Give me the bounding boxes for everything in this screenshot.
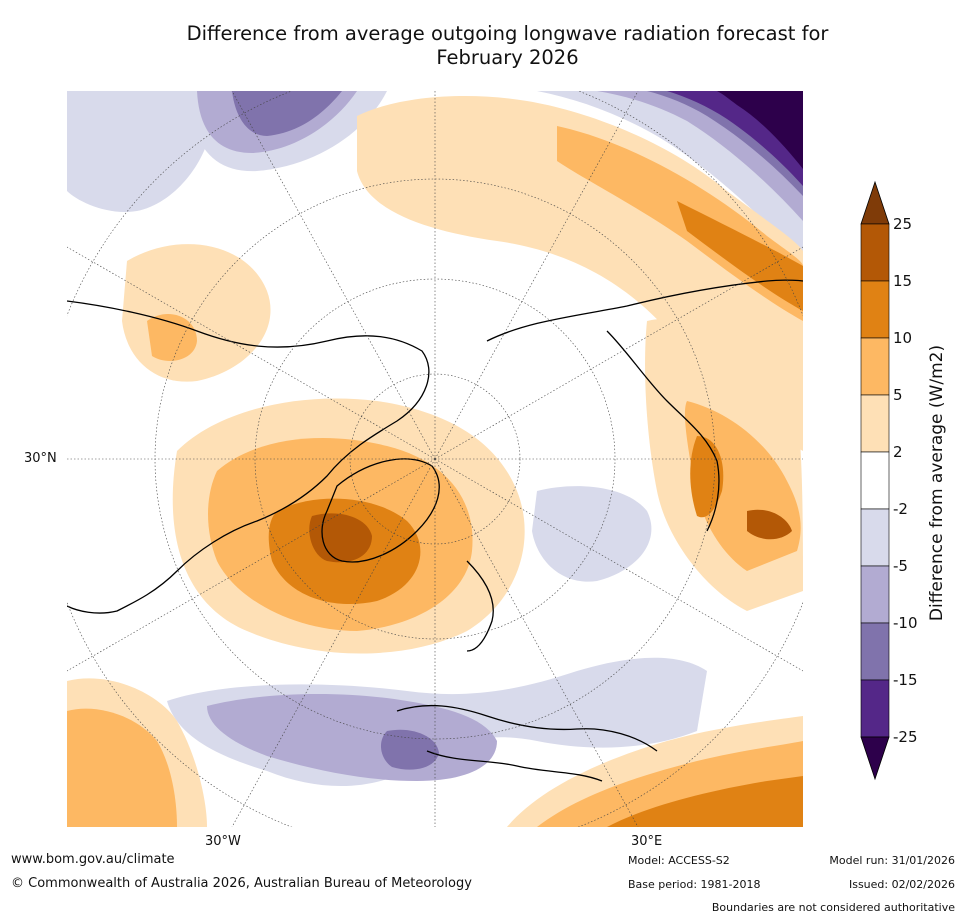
footer-base-period: Base period: 1981-2018 xyxy=(628,878,761,891)
colorbar-tick-label: -10 xyxy=(893,614,918,632)
tick-label-lon-west: 30°W xyxy=(205,834,241,849)
anomaly-region-top-left-purple xyxy=(67,91,213,212)
colorbar-title: Difference from average (W/m2) xyxy=(927,344,947,622)
meridian-150w xyxy=(231,91,436,460)
anomaly-region-top-purple-dark xyxy=(232,91,342,136)
anomaly-region-west-orange-small xyxy=(147,313,197,361)
anomaly-region-greenland-darkest xyxy=(309,513,372,563)
footer-model-run: Model run: 31/01/2026 xyxy=(829,854,955,867)
title-line-2: February 2026 xyxy=(436,46,579,69)
title-line-1: Difference from average outgoing longwav… xyxy=(186,22,829,45)
colorbar-extend-min xyxy=(860,736,890,781)
lat-circle-60n xyxy=(254,278,616,640)
anomaly-region-north-pacific-dark xyxy=(677,201,803,311)
coastline-eurasia-arctic xyxy=(486,279,803,342)
anomaly-region-east-asia-darkest xyxy=(747,509,792,540)
colorbar-bin xyxy=(860,451,890,510)
footer-issued: Issued: 02/02/2026 xyxy=(848,878,955,891)
meridian-150e xyxy=(434,91,639,460)
tick-label-lon-east: 30°E xyxy=(631,834,663,849)
footer-copyright: © Commonwealth of Australia 2026, Austra… xyxy=(11,876,472,891)
anomaly-region-siberia-light-purple xyxy=(532,486,652,582)
meridian-60e xyxy=(434,458,803,672)
colorbar-tick-label: 15 xyxy=(893,272,913,290)
footer-disclaimer: Boundaries are not considered authoritat… xyxy=(711,901,955,914)
coastline-europe xyxy=(396,704,658,752)
colorbar-bin xyxy=(860,508,890,567)
colorbar-bin xyxy=(860,394,890,453)
colorbar-bin xyxy=(860,622,890,681)
colorbar-tick-label: -5 xyxy=(893,557,908,575)
meridian-120e xyxy=(434,246,803,460)
colorbar-tick-label: -15 xyxy=(893,671,918,689)
anomaly-region-top-right-darkest xyxy=(717,91,803,169)
anomaly-region-se-dark xyxy=(607,776,803,827)
colorbar-bin xyxy=(860,223,890,282)
colorbar-tick-label: -25 xyxy=(893,728,918,746)
colorbar-bin xyxy=(860,337,890,396)
meridian-30e xyxy=(434,458,639,827)
chart-title: Difference from average outgoing longwav… xyxy=(60,22,955,70)
colorbar-tick-label: 25 xyxy=(893,215,913,233)
coastline-scandinavia xyxy=(466,560,494,652)
meridian-120w xyxy=(67,246,436,460)
colorbar-tick-label: 2 xyxy=(893,443,903,461)
footer-model: Model: ACCESS-S2 xyxy=(628,854,730,867)
meridian-30w xyxy=(231,458,436,827)
colorbar-tick-label: 10 xyxy=(893,329,913,347)
coastline-asia-east xyxy=(606,330,720,532)
colorbar xyxy=(860,180,890,781)
colorbar-tick-label: 5 xyxy=(893,386,903,404)
anomaly-region-north-pacific-orange xyxy=(557,126,803,321)
anomaly-region-europe-dark-purple xyxy=(380,729,439,770)
olr-anomaly-map xyxy=(67,91,803,827)
footer-website: www.bom.gov.au/climate xyxy=(11,852,175,867)
colorbar-bin xyxy=(860,280,890,339)
anomaly-region-sw-orange xyxy=(67,708,177,827)
colorbar-bin xyxy=(860,679,890,738)
graticule xyxy=(67,91,803,827)
colorbar-bin xyxy=(860,565,890,624)
tick-label-lat: 30°N xyxy=(24,451,57,466)
coastline-mediterranean xyxy=(426,750,603,782)
meridian-60w xyxy=(67,458,436,672)
colorbar-extend-max xyxy=(860,180,890,225)
colorbar-tick-label: -2 xyxy=(893,500,908,518)
